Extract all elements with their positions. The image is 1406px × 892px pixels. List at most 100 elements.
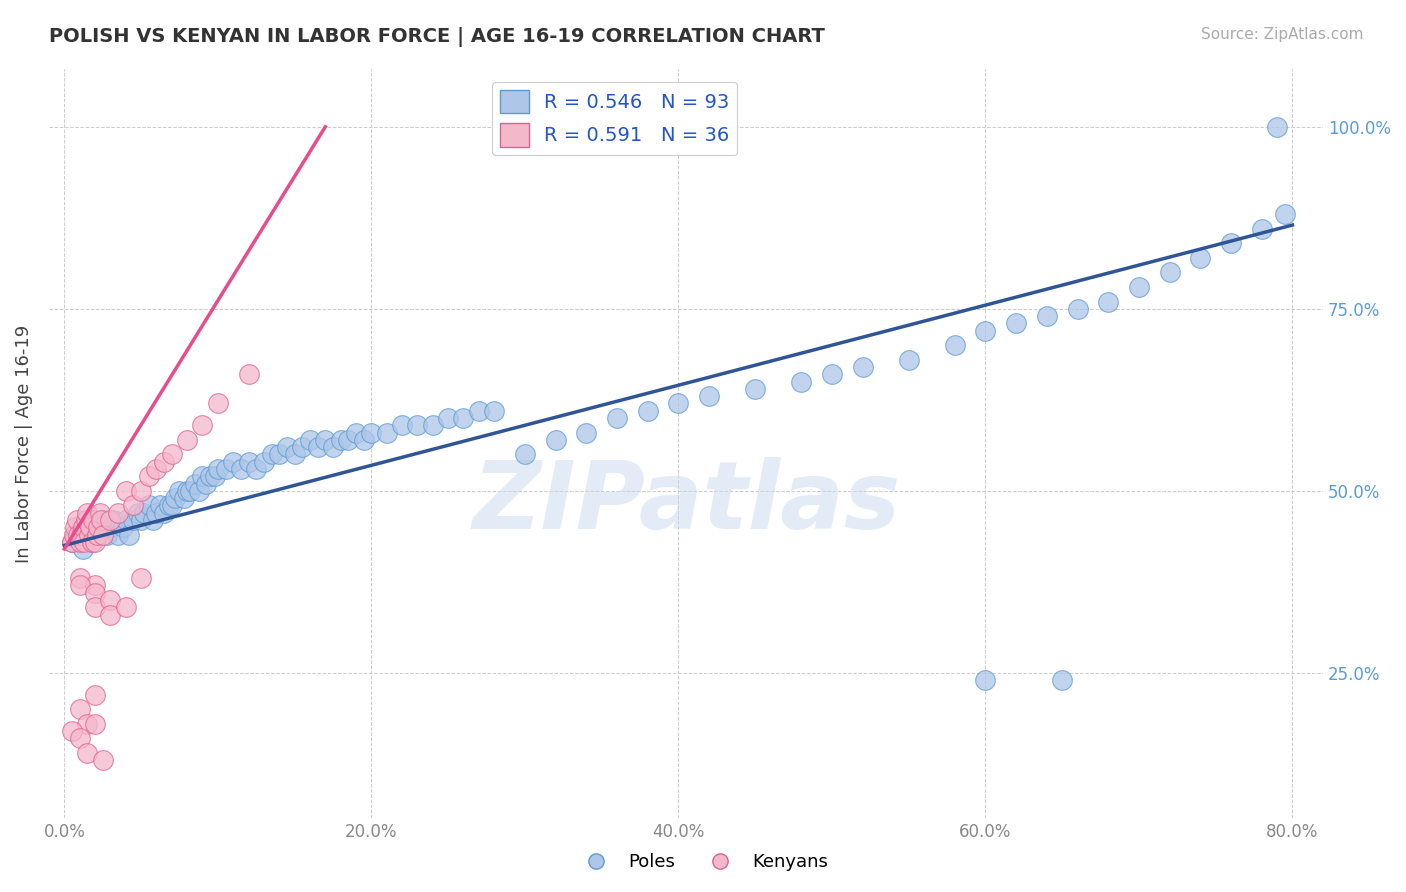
Point — [142, 513, 165, 527]
Point — [238, 455, 260, 469]
Point — [84, 534, 107, 549]
Point — [260, 447, 283, 461]
Point — [329, 433, 352, 447]
Point — [134, 506, 156, 520]
Point — [91, 513, 114, 527]
Point — [138, 469, 160, 483]
Point — [666, 396, 689, 410]
Point — [179, 483, 201, 498]
Point — [60, 534, 83, 549]
Point — [70, 527, 93, 541]
Point — [1159, 265, 1181, 279]
Point — [207, 462, 229, 476]
Point — [114, 600, 136, 615]
Point — [72, 542, 94, 557]
Point — [80, 534, 103, 549]
Point — [129, 513, 152, 527]
Point — [544, 433, 567, 447]
Point — [173, 491, 195, 505]
Point — [375, 425, 398, 440]
Point — [214, 462, 236, 476]
Point — [84, 578, 107, 592]
Point — [76, 716, 98, 731]
Point — [406, 418, 429, 433]
Point — [1189, 251, 1212, 265]
Point — [238, 368, 260, 382]
Point — [163, 491, 186, 505]
Point — [100, 513, 122, 527]
Point — [87, 520, 110, 534]
Point — [82, 513, 104, 527]
Point — [245, 462, 267, 476]
Point — [1036, 309, 1059, 323]
Point — [606, 411, 628, 425]
Point — [1274, 207, 1296, 221]
Point — [118, 527, 141, 541]
Point — [122, 513, 145, 527]
Point — [103, 513, 125, 527]
Point — [75, 513, 97, 527]
Point — [229, 462, 252, 476]
Point — [575, 425, 598, 440]
Point — [87, 520, 110, 534]
Point — [107, 527, 129, 541]
Point — [974, 673, 997, 687]
Point — [76, 520, 98, 534]
Point — [974, 324, 997, 338]
Text: ZIPatlas: ZIPatlas — [472, 458, 900, 549]
Point — [86, 527, 108, 541]
Point — [291, 440, 314, 454]
Point — [138, 499, 160, 513]
Point — [63, 520, 86, 534]
Point — [79, 520, 101, 534]
Point — [276, 440, 298, 454]
Point — [84, 527, 107, 541]
Text: Source: ZipAtlas.com: Source: ZipAtlas.com — [1201, 27, 1364, 42]
Point — [269, 447, 291, 461]
Point — [145, 462, 167, 476]
Point — [284, 447, 307, 461]
Point — [148, 499, 170, 513]
Point — [84, 688, 107, 702]
Point — [100, 607, 122, 622]
Point — [344, 425, 367, 440]
Point — [897, 352, 920, 367]
Point — [69, 702, 91, 716]
Point — [191, 418, 214, 433]
Point — [1250, 221, 1272, 235]
Point — [76, 746, 98, 760]
Point — [1265, 120, 1288, 134]
Point — [298, 433, 321, 447]
Point — [114, 513, 136, 527]
Point — [96, 527, 118, 541]
Point — [204, 469, 226, 483]
Point — [744, 382, 766, 396]
Point — [84, 600, 107, 615]
Point — [100, 593, 122, 607]
Point — [62, 527, 84, 541]
Point — [77, 527, 100, 541]
Point — [513, 447, 536, 461]
Point — [69, 571, 91, 585]
Point — [80, 534, 103, 549]
Point — [1050, 673, 1073, 687]
Point — [90, 513, 112, 527]
Point — [422, 418, 444, 433]
Point — [84, 586, 107, 600]
Point — [153, 506, 176, 520]
Point — [145, 506, 167, 520]
Point — [1066, 301, 1088, 316]
Point — [169, 483, 191, 498]
Legend: Poles, Kenyans: Poles, Kenyans — [571, 847, 835, 879]
Point — [453, 411, 475, 425]
Point — [322, 440, 344, 454]
Point — [91, 527, 114, 541]
Point — [198, 469, 221, 483]
Point — [821, 368, 844, 382]
Point — [65, 513, 87, 527]
Point — [100, 520, 122, 534]
Point — [91, 753, 114, 767]
Point — [194, 476, 217, 491]
Point — [314, 433, 336, 447]
Point — [89, 506, 111, 520]
